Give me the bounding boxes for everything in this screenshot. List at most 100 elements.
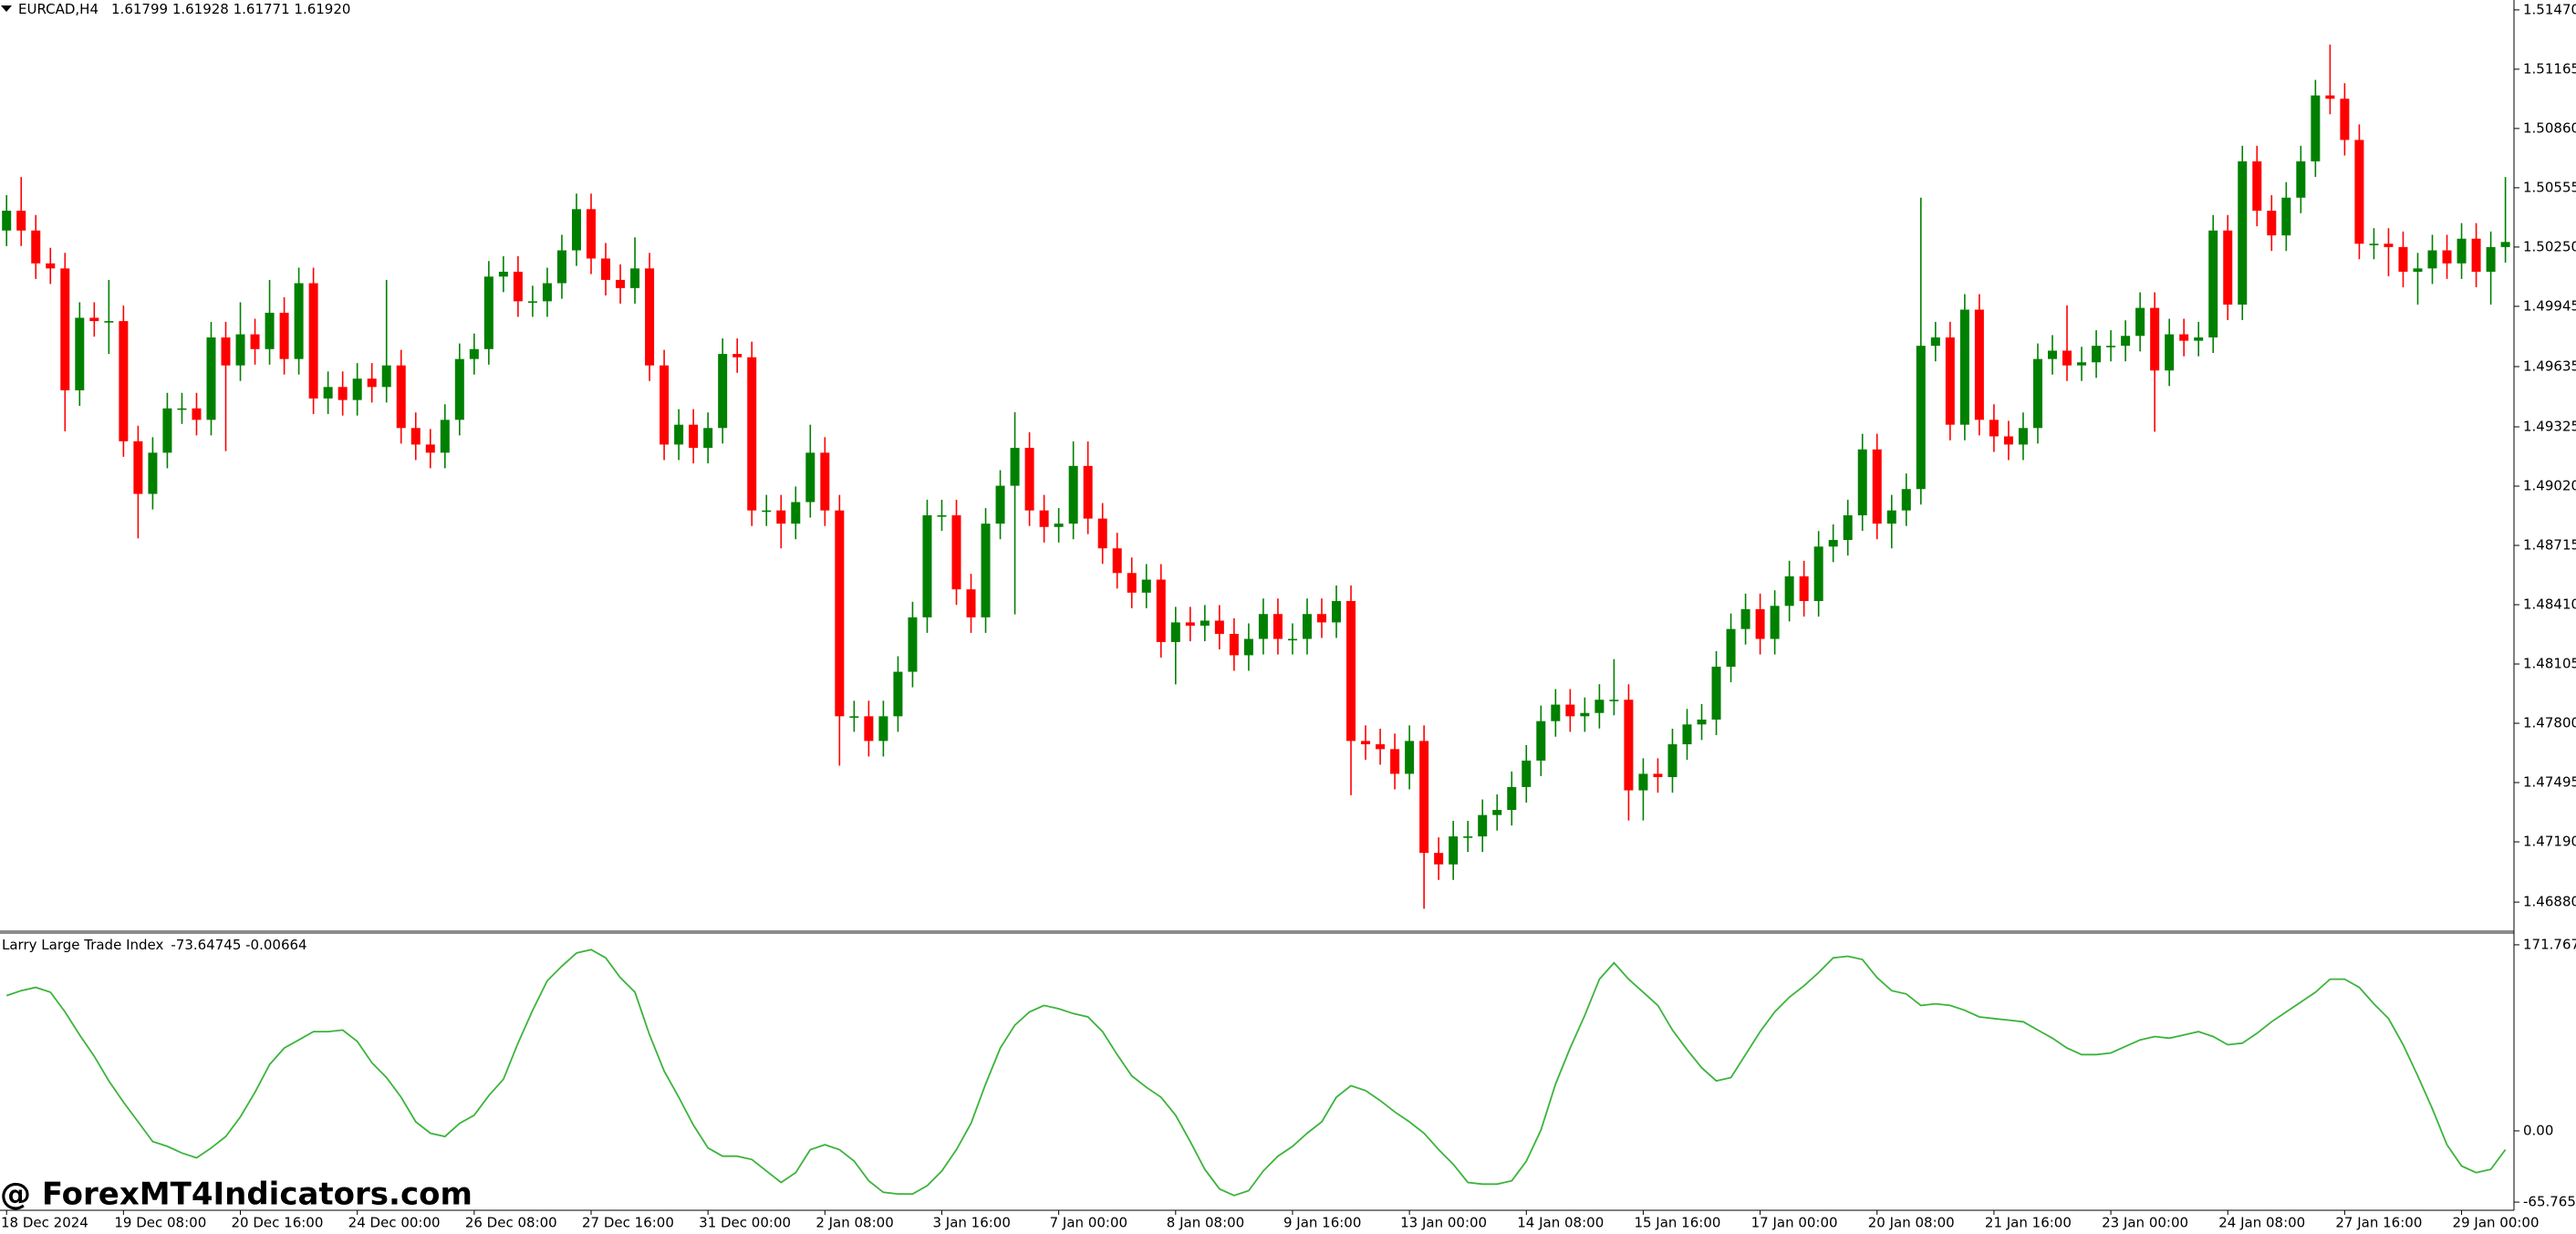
candle-body (1638, 773, 1648, 791)
candle-body (1886, 510, 1896, 524)
candle-body (1770, 606, 1780, 639)
x-tick-label: 31 Dec 00:00 (699, 1215, 791, 1231)
candle-body (1536, 721, 1546, 761)
candle-body (1127, 573, 1137, 593)
candle-body (630, 268, 640, 288)
candle-body (2311, 95, 2321, 161)
y-tick-label: 1.49020 (2523, 478, 2576, 494)
candle-body (1376, 744, 1386, 750)
candle-body (1419, 741, 1429, 854)
x-tick-label: 14 Jan 08:00 (1517, 1215, 1604, 1231)
candle-body (2165, 334, 2175, 371)
candle-body (2150, 307, 2160, 371)
candle-body (1287, 638, 1297, 641)
candle-body (46, 263, 56, 269)
candle-body (703, 428, 713, 449)
candle-body (2048, 350, 2057, 359)
candle-body (689, 424, 699, 449)
candle-body (75, 317, 85, 390)
y-tick-label: 1.50250 (2523, 238, 2576, 254)
candle-body (1974, 309, 1984, 420)
candle-body (1989, 420, 1999, 437)
candle-body (1492, 810, 1502, 815)
menu-triangle[interactable] (1, 5, 12, 12)
candle-body (864, 716, 874, 741)
candle-body (2018, 428, 2028, 445)
x-tick-label: 29 Jan 00:00 (2453, 1215, 2540, 1231)
candle-body (381, 365, 391, 388)
candle-body (454, 358, 464, 420)
candle-body (571, 209, 581, 251)
candle-body (1594, 700, 1605, 713)
candle-body (235, 334, 245, 366)
candle-body (265, 312, 275, 349)
candle-body (2003, 436, 2013, 445)
candle-body (148, 452, 158, 494)
candle-body (1332, 600, 1342, 623)
x-tick-label: 9 Jan 16:00 (1283, 1215, 1361, 1231)
candle-body (1799, 576, 1809, 601)
candle-body (805, 452, 815, 503)
candle-body (1317, 614, 1326, 623)
candle-body (674, 424, 684, 445)
candle-body (835, 510, 845, 717)
candle-body (1711, 667, 1721, 720)
candle-body (1229, 633, 1239, 656)
candle-body (2092, 346, 2102, 363)
candle-body (2238, 161, 2248, 305)
candle-body (1039, 510, 1049, 527)
candle-body (2457, 238, 2467, 264)
candle-body (2354, 140, 2364, 244)
y-tick-label: 1.48410 (2523, 596, 2576, 613)
candle-body (2252, 161, 2262, 212)
candle-body (1872, 449, 1882, 524)
candle-body (2384, 244, 2394, 247)
watermark: @ ForexMT4Indicators.com (0, 1177, 473, 1213)
candle-body (60, 268, 70, 390)
candle-body (2106, 346, 2116, 347)
candle-body (1478, 814, 1488, 837)
candle-body (1784, 576, 1794, 607)
candle-body (16, 211, 26, 231)
candle-body (820, 452, 830, 511)
candle-body (2398, 246, 2408, 272)
candle-body (1697, 719, 1707, 725)
y-tick-label: 1.51470 (2523, 1, 2576, 17)
candle-body (1843, 514, 1853, 541)
candle-body (2062, 350, 2072, 366)
candle-body (556, 250, 566, 284)
candle-body (2442, 250, 2452, 264)
candle-body (1959, 309, 1969, 425)
candle-body (323, 387, 333, 399)
x-tick-label: 13 Jan 00:00 (1400, 1215, 1487, 1231)
candle-body (1813, 546, 1823, 601)
candle-body (1156, 579, 1166, 642)
candle-body (1624, 700, 1634, 791)
candle-body (2500, 242, 2510, 247)
candle-body (995, 485, 1005, 524)
y-tick-label: 1.49635 (2523, 358, 2576, 374)
candle-body (601, 258, 611, 280)
symbol-prices: 1.61799 1.61928 1.61771 1.61920 (111, 1, 350, 17)
candle-body (2121, 336, 2131, 347)
candle-body (1434, 853, 1444, 865)
candle-body (542, 283, 552, 302)
candle-body (498, 271, 508, 277)
candle-body (1463, 836, 1473, 838)
candle-body (2486, 246, 2496, 272)
y-tick-label: 1.47495 (2523, 774, 2576, 791)
candle-body (1682, 724, 1692, 745)
candle-body (1346, 600, 1356, 741)
candle-body (1112, 548, 1122, 574)
candle-body (1361, 741, 1371, 745)
candle-body (1755, 608, 1765, 639)
x-tick-label: 27 Dec 16:00 (582, 1215, 674, 1231)
candle-body (616, 279, 626, 288)
candle-body (2296, 161, 2306, 198)
candle-body (2281, 197, 2291, 236)
candle-body (2471, 238, 2481, 272)
y-tick-label: 1.47800 (2523, 715, 2576, 731)
candle-body (2194, 337, 2204, 341)
candle-body (1828, 540, 1838, 547)
